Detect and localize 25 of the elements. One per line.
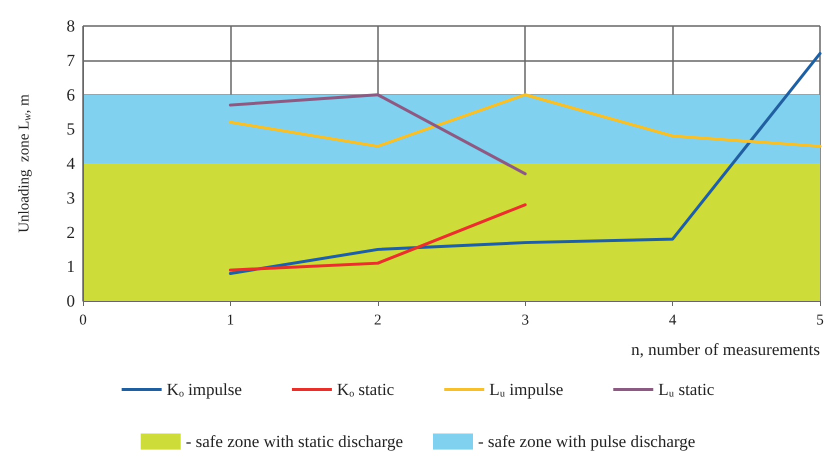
line-series xyxy=(228,52,822,275)
x-tick-label: 0 xyxy=(79,312,87,328)
legend-label: Kₒ impulse xyxy=(166,380,242,399)
legend-label: Lᵤ static xyxy=(658,380,715,399)
x-tick-label: 2 xyxy=(374,312,382,328)
legend-label: Lᵤ impulse xyxy=(489,380,564,399)
x-tick-label: 3 xyxy=(521,312,529,328)
y-tick-label: 7 xyxy=(66,50,76,70)
y-tick-label: 0 xyxy=(66,292,75,310)
legend-label: - safe zone with static discharge xyxy=(186,432,404,451)
y-tick-label: 5 xyxy=(66,120,75,139)
y-tick-label: 8 xyxy=(66,16,75,36)
y-tick-label: 3 xyxy=(66,188,75,208)
x-tick-label: 1 xyxy=(226,312,234,328)
x-axis-title: n, number of measurements xyxy=(631,340,820,359)
x-tick-label: 4 xyxy=(668,312,677,328)
y-axis-title: Unloading zone Lw, m xyxy=(16,94,34,233)
y-tick-label: 2 xyxy=(66,222,75,242)
legend-label: - safe zone with pulse discharge xyxy=(478,432,696,451)
y-tick-label: 4 xyxy=(66,154,76,173)
legend-label: Kₒ static xyxy=(336,380,395,399)
y-tick-label: 1 xyxy=(66,257,75,276)
x-tick-label: 5 xyxy=(816,312,824,328)
y-tick-label: 6 xyxy=(66,85,75,104)
line-series xyxy=(228,93,822,148)
